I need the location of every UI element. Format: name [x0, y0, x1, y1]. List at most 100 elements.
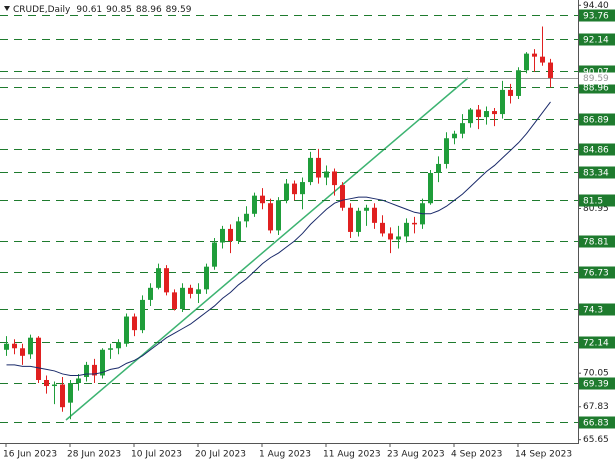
level-label-box [579, 33, 615, 46]
level-label-box [579, 416, 615, 429]
candle-body [68, 383, 73, 403]
candle-body [236, 221, 241, 241]
candle-body [252, 195, 257, 214]
level-label-box [579, 113, 615, 126]
candle-body [20, 348, 25, 356]
time-tick-label: 11 Aug 2023 [323, 450, 381, 460]
candle-body [228, 228, 233, 241]
candle-body [428, 172, 433, 204]
candle-body [516, 70, 521, 96]
time-tick-label: 16 Jun 2023 [3, 450, 57, 460]
level-label: 83.34 [583, 169, 609, 179]
low-value: 88.96 [136, 5, 162, 15]
symbol-label: CRUDE,Daily 90.61 90.85 88.96 89.59 [13, 5, 192, 15]
candle-body [492, 111, 497, 115]
candle-body [380, 222, 385, 234]
candle-body [340, 185, 345, 208]
trend-line [65, 77, 469, 421]
level-label-box [579, 194, 615, 207]
candle-body [76, 378, 81, 384]
level-label-box [579, 166, 615, 179]
candle-body [156, 268, 161, 288]
level-label: 86.89 [583, 116, 609, 126]
candle-body [348, 207, 353, 232]
candle-body [212, 242, 217, 267]
candle-body [132, 316, 137, 331]
price-tick-label: 65.65 [583, 435, 609, 445]
level-label: 84.86 [583, 146, 609, 156]
candle-body [276, 200, 281, 231]
level-label: 66.83 [583, 419, 609, 429]
candle-body [460, 123, 465, 134]
candle-body [84, 364, 89, 377]
candle-body [444, 138, 449, 164]
candle-body [28, 337, 33, 355]
level-label: 78.81 [583, 238, 609, 248]
candle-body [92, 364, 97, 376]
candle-body [268, 203, 273, 231]
candle-body [284, 183, 289, 201]
level-label-box [579, 266, 615, 279]
candle-body [436, 163, 441, 173]
candle-body [292, 183, 297, 195]
candle-body [188, 287, 193, 294]
candle-body [260, 195, 265, 204]
candle-body [140, 299, 145, 331]
close-value: 89.59 [166, 5, 192, 15]
candle-body [204, 266, 209, 290]
level-label: 92.14 [583, 36, 609, 46]
time-tick-label: 20 Jul 2023 [195, 450, 246, 460]
time-tick-label: 1 Aug 2023 [259, 450, 311, 460]
candle-body [116, 342, 121, 349]
high-value: 90.85 [106, 5, 132, 15]
candle-body [172, 292, 177, 309]
candle-body [532, 53, 537, 57]
candle-body [372, 207, 377, 223]
level-label-box [579, 235, 615, 248]
candle-body [332, 171, 337, 186]
symbol: CRUDE,Daily [13, 5, 71, 15]
level-label: 88.96 [583, 84, 609, 94]
level-label: 72.14 [583, 339, 609, 349]
current-price-box [579, 72, 615, 85]
price-tick-label: 94.40 [583, 1, 609, 11]
candle-body [4, 343, 9, 350]
level-label: 74.3 [583, 306, 603, 316]
candle-body [404, 222, 409, 237]
time-tick-label: 10 Jul 2023 [131, 450, 182, 460]
candle-body [412, 222, 417, 225]
candle-body [60, 384, 65, 408]
candle-body [124, 316, 129, 344]
candle-body [548, 62, 553, 78]
level-label-box [579, 303, 615, 316]
candle-body [524, 53, 529, 71]
candle-body [108, 348, 113, 350]
candle-body [148, 287, 153, 300]
collapse-icon [4, 6, 10, 11]
candle-body [36, 337, 41, 380]
time-tick-label: 28 Jun 2023 [67, 450, 121, 460]
time-tick-label: 4 Sep 2023 [451, 450, 502, 460]
candle-body [484, 111, 489, 118]
level-label-box [579, 9, 615, 22]
candle-body [540, 56, 545, 63]
candle-body [388, 233, 393, 240]
price-tick-label: 80.95 [583, 204, 609, 214]
moving-average [6, 101, 551, 376]
time-tick-label: 14 Sep 2023 [515, 450, 572, 460]
price-tick-label: 70.05 [583, 369, 609, 379]
current-price-label: 89.59 [583, 74, 609, 84]
candle-body [468, 109, 473, 124]
header: CRUDE,Daily 90.61 90.85 88.96 89.59 [4, 5, 192, 15]
candle-body [396, 236, 401, 240]
price-tick-label: 67.83 [583, 402, 609, 412]
candle-body [308, 157, 313, 183]
candle-body [316, 157, 321, 178]
level-label: 76.73 [583, 269, 609, 279]
level-label: 81.5 [583, 197, 603, 207]
candle-body [324, 171, 329, 178]
level-label-box [579, 377, 615, 390]
open-value: 90.61 [76, 5, 102, 15]
